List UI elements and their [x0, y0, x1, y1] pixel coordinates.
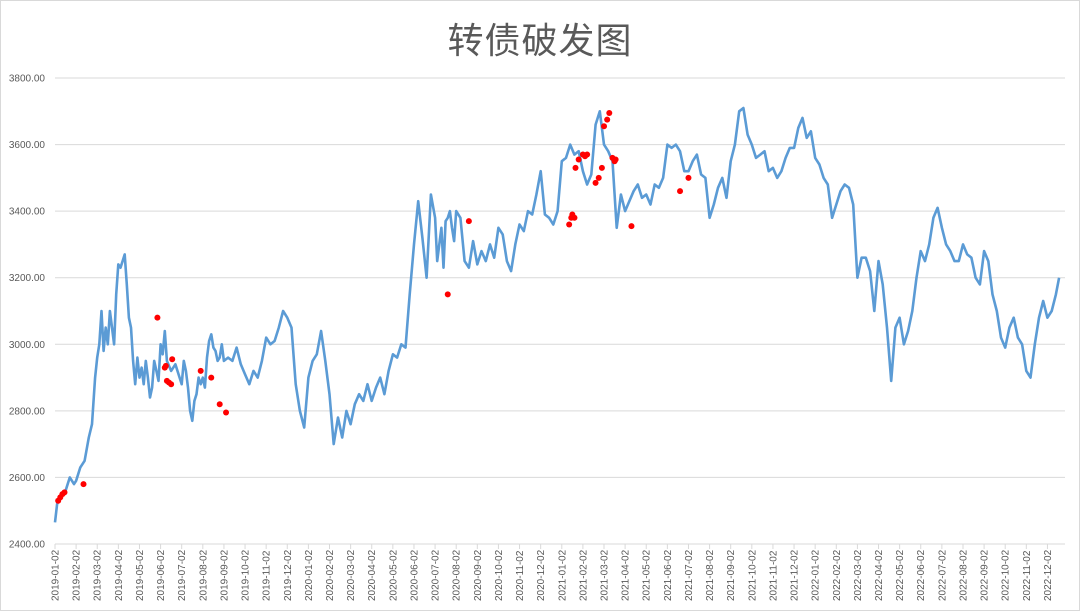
x-tick-label: 2022-01-02 — [811, 549, 822, 601]
x-tick-label: 2020-10-02 — [494, 549, 505, 601]
break-point-marker — [606, 109, 613, 116]
break-point-marker — [584, 151, 591, 158]
x-tick-label: 2020-04-02 — [367, 549, 378, 601]
gridlines — [55, 77, 1065, 545]
x-tick-label: 2022-10-02 — [1001, 549, 1012, 601]
break-point-marker — [80, 481, 87, 488]
break-point-marker — [598, 164, 605, 171]
break-point-marker — [571, 214, 578, 221]
x-tick-label: 2021-09-02 — [726, 549, 737, 601]
break-point-marker — [162, 362, 169, 369]
x-tick-label: 2022-07-02 — [937, 549, 948, 601]
break-point-marker — [685, 174, 692, 181]
break-point-marker — [592, 179, 599, 186]
y-axis: 2400.00 2600.00 2800.00 3000.00 3200.00 3400.… — [9, 74, 46, 551]
x-tick-label: 2021-06-02 — [663, 549, 674, 601]
break-point-marker — [208, 374, 215, 381]
x-tick-label: 2020-07-02 — [431, 549, 442, 601]
break-point-marker — [595, 174, 602, 181]
x-tick-label: 2019-12-02 — [283, 549, 294, 601]
x-tick-label: 2020-09-02 — [473, 549, 484, 601]
y-tick-label: 2600.00 — [9, 473, 46, 484]
break-point-marker — [604, 116, 611, 123]
break-point-marker — [61, 489, 68, 496]
x-tick-label: 2021-05-02 — [642, 549, 653, 601]
x-tick-label: 2020-08-02 — [452, 549, 463, 601]
x-tick-label: 2022-11-02 — [1022, 550, 1033, 601]
x-tick-label: 2020-05-02 — [388, 549, 399, 601]
x-tick-label: 2022-05-02 — [895, 549, 906, 601]
break-points — [55, 109, 692, 504]
x-tick-label: 2019-06-02 — [156, 549, 167, 601]
x-tick-label: 2022-12-02 — [1043, 549, 1054, 601]
y-tick-label: 3600.00 — [9, 140, 46, 151]
break-point-marker — [154, 314, 161, 321]
x-tick-label: 2019-02-02 — [72, 549, 83, 601]
break-point-marker — [566, 221, 573, 228]
y-tick-label: 3800.00 — [9, 74, 46, 85]
x-tick-label: 2021-04-02 — [621, 549, 632, 601]
y-tick-label: 2400.00 — [9, 540, 46, 551]
break-point-marker — [223, 409, 230, 416]
break-point-marker — [444, 291, 451, 298]
x-tick-label: 2019-10-02 — [241, 549, 252, 601]
x-tick-label: 2021-10-02 — [747, 549, 758, 601]
y-tick-label: 3000.00 — [9, 340, 46, 351]
break-point-marker — [575, 156, 582, 163]
x-tick-label: 2021-01-02 — [557, 549, 568, 601]
x-axis: 2019-01-02 2019-02-02 2019-03-02 2019-04-02… — [51, 544, 1054, 601]
x-tick-label: 2019-09-02 — [219, 549, 230, 601]
break-point-marker — [169, 356, 176, 363]
x-tick-label: 2022-06-02 — [916, 549, 927, 601]
x-tick-label: 2021-07-02 — [684, 549, 695, 601]
x-tick-label: 2020-02-02 — [325, 549, 336, 601]
break-point-marker — [216, 401, 223, 408]
x-tick-label: 2021-03-02 — [600, 549, 611, 601]
break-point-marker — [168, 381, 175, 388]
x-tick-label: 2021-08-02 — [705, 549, 716, 601]
x-tick-label: 2020-03-02 — [346, 549, 357, 601]
chart-title: 转债破发图 — [447, 21, 633, 62]
x-tick-label: 2020-01-02 — [304, 549, 315, 601]
x-tick-label: 2019-08-02 — [198, 549, 209, 601]
x-tick-label: 2020-11-02 — [515, 550, 526, 601]
x-tick-label: 2022-03-02 — [853, 549, 864, 601]
x-tick-label: 2020-12-02 — [536, 549, 547, 601]
x-tick-label: 2022-02-02 — [832, 549, 843, 601]
x-tick-label: 2021-02-02 — [578, 549, 589, 601]
break-point-marker — [197, 367, 204, 374]
x-tick-label: 2019-03-02 — [93, 549, 104, 601]
break-point-marker — [601, 123, 608, 130]
y-tick-label: 2800.00 — [9, 406, 46, 417]
x-tick-label: 2022-08-02 — [958, 549, 969, 601]
x-tick-label: 2019-11-02 — [262, 550, 273, 601]
x-tick-label: 2019-05-02 — [135, 549, 146, 601]
y-tick-label: 3200.00 — [9, 273, 46, 284]
x-tick-label: 2021-12-02 — [790, 549, 801, 601]
x-tick-label: 2019-04-02 — [114, 549, 125, 601]
break-point-marker — [572, 164, 579, 171]
x-tick-label: 2022-09-02 — [980, 549, 991, 601]
series-line — [53, 106, 1061, 523]
x-tick-label: 2020-06-02 — [409, 549, 420, 601]
break-point-marker — [677, 188, 684, 195]
break-point-marker — [465, 218, 472, 225]
y-tick-label: 3400.00 — [9, 207, 46, 218]
break-point-marker — [612, 156, 619, 163]
x-tick-label: 2021-11-02 — [768, 550, 779, 601]
x-tick-label: 2022-04-02 — [874, 549, 885, 601]
break-point-marker — [628, 223, 635, 230]
x-tick-label: 2019-01-02 — [51, 549, 62, 601]
x-tick-label: 2019-07-02 — [177, 549, 188, 601]
